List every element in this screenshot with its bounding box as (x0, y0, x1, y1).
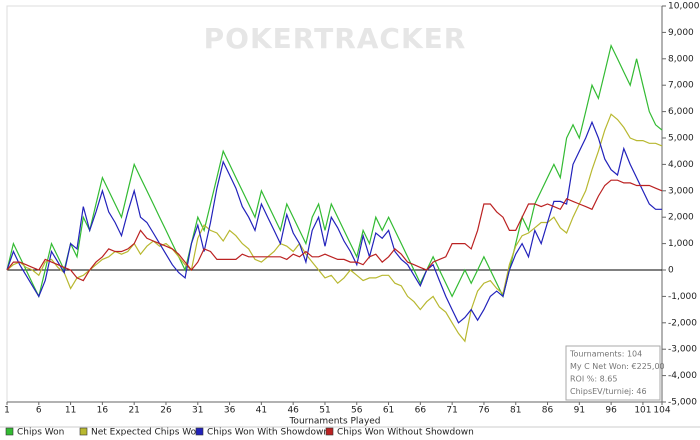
x-axis-title: Tournaments Played (288, 417, 380, 427)
info-line: ROI %: 8.65 (570, 375, 617, 384)
info-line: ChipsEV/turniej: 46 (570, 387, 647, 396)
legend-swatch (325, 427, 334, 436)
y-tick-label: 10,000 (668, 2, 700, 12)
y-tick-label: 4,000 (668, 160, 694, 170)
legend-swatch (195, 427, 204, 436)
legend-label: Chips Won With Showdown (207, 428, 329, 437)
y-tick-label: -1,000 (668, 292, 697, 302)
series-line (6, 179, 663, 282)
x-tick-label: 66 (415, 406, 427, 416)
x-tick-label: 101 (634, 406, 651, 416)
x-tick-label: 31 (192, 406, 203, 416)
x-tick-label: 71 (446, 406, 457, 416)
info-line: Tournaments: 104 (569, 350, 642, 359)
x-tick-label: 36 (224, 406, 236, 416)
y-tick-label: 9,000 (668, 28, 694, 38)
info-box (565, 345, 661, 401)
series-line (6, 43, 663, 299)
x-tick-label: 41 (256, 406, 267, 416)
y-tick-label: -5,000 (668, 398, 697, 408)
x-tick-label: 96 (605, 406, 617, 416)
legend-label: Chips Won (17, 428, 64, 437)
y-tick-label: 3,000 (668, 186, 694, 196)
x-tick-label: 91 (574, 406, 585, 416)
x-tick-label: 86 (542, 406, 554, 416)
x-tick-label: 11 (65, 406, 76, 416)
x-tick-label: 104 (653, 406, 670, 416)
x-tick-label: 76 (478, 406, 490, 416)
x-tick-label: 21 (128, 406, 139, 416)
y-tick-label: 6,000 (668, 107, 694, 117)
y-tick-label: -4,000 (668, 371, 697, 381)
y-tick-label: -3,000 (668, 345, 697, 355)
y-tick-label: 7,000 (668, 81, 694, 91)
x-tick-label: 51 (319, 406, 330, 416)
y-tick-label: 1,000 (668, 239, 694, 249)
series-line (6, 120, 662, 324)
y-tick-label: -2,000 (668, 318, 697, 328)
y-tick-label: 2,000 (668, 213, 694, 223)
y-tick-label: 0 (668, 266, 674, 276)
x-tick-label: 46 (287, 406, 299, 416)
y-tick-label: 5,000 (668, 134, 694, 144)
watermark: POKERTRACKER (204, 22, 467, 55)
x-tick-label: 26 (160, 406, 172, 416)
x-tick-label: 6 (36, 406, 42, 416)
info-line: My C Net Won: €225,00 (570, 362, 665, 371)
legend-swatch (5, 427, 14, 436)
x-tick-label: 56 (351, 406, 363, 416)
legend-swatch (79, 427, 88, 436)
x-tick-label: 16 (97, 406, 109, 416)
legend-label: Chips Won Without Showdown (337, 428, 474, 437)
legend-label: Net Expected Chips Won (91, 428, 202, 437)
y-tick-label: 8,000 (668, 54, 694, 64)
x-tick-label: 81 (510, 406, 521, 416)
x-tick-label: 61 (383, 406, 394, 416)
x-tick-label: 1 (4, 406, 10, 416)
